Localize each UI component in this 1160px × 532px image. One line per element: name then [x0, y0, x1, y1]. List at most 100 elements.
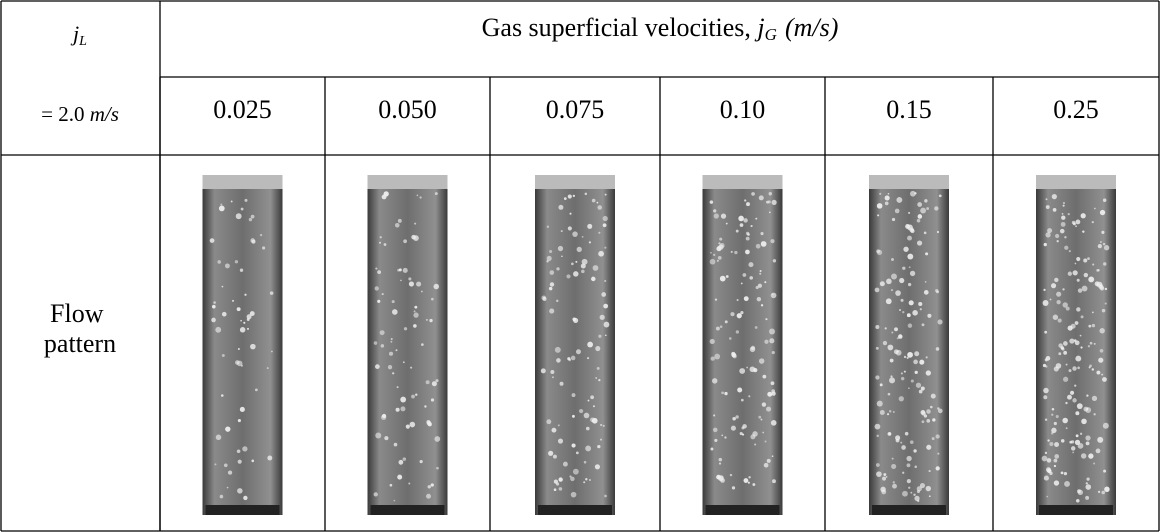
bubble: [875, 375, 879, 379]
bubble: [1082, 286, 1088, 292]
bubble: [395, 223, 400, 228]
bubble: [225, 263, 230, 268]
bubble: [902, 472, 904, 474]
bubble: [384, 436, 388, 440]
bubble: [917, 219, 921, 223]
bubble: [558, 438, 563, 443]
bubble: [397, 386, 399, 388]
tube-bottom: [706, 505, 780, 515]
bubble: [713, 209, 716, 212]
bubble: [250, 344, 256, 350]
bubble: [908, 283, 911, 286]
bubble: [414, 306, 417, 309]
tube-bottom: [371, 505, 445, 515]
bubble: [1082, 230, 1084, 232]
bubble: [603, 216, 608, 221]
bubble: [598, 251, 604, 257]
bubble: [568, 194, 572, 198]
bubble: [1062, 302, 1067, 307]
bubble: [255, 388, 258, 391]
bubble: [228, 470, 232, 474]
bubble: [410, 422, 416, 428]
bubble: [731, 251, 733, 253]
bubble: [910, 271, 915, 276]
bubble: [899, 278, 904, 283]
bubble: [907, 463, 911, 467]
bubble: [1063, 205, 1065, 207]
bubble: [1077, 367, 1080, 370]
bubble: [720, 276, 726, 282]
row-label-line: Flow: [50, 299, 104, 328]
bubble: [604, 495, 607, 498]
bubble: [571, 263, 574, 266]
bubble: [746, 202, 750, 206]
bubble: [1067, 395, 1072, 400]
bubble: [751, 192, 755, 196]
bubble: [243, 496, 247, 500]
bubble: [875, 288, 880, 293]
bubble: [760, 232, 763, 235]
bubble: [920, 483, 925, 488]
bubble: [714, 354, 720, 360]
velocity: 0.10: [720, 95, 766, 124]
bubble: [1081, 419, 1087, 425]
bubble: [432, 381, 437, 386]
bubble: [1096, 449, 1101, 454]
bubble: [227, 487, 229, 489]
bubble: [930, 406, 933, 409]
bubble: [714, 213, 719, 218]
bubble: [1047, 458, 1052, 463]
bubble: [906, 456, 911, 461]
bubble: [374, 341, 378, 345]
bubble: [1058, 318, 1062, 322]
bubble: [926, 486, 931, 491]
bubble: [1063, 341, 1068, 346]
bubble: [384, 243, 387, 246]
bubble: [761, 419, 763, 421]
bubble: [400, 280, 402, 282]
bubble: [1042, 456, 1048, 462]
bubble: [1081, 213, 1086, 218]
bubble: [214, 463, 216, 465]
bubble: [885, 202, 889, 206]
bubble: [917, 240, 922, 245]
bubble: [895, 209, 900, 214]
bubble: [731, 426, 736, 431]
bubble: [270, 291, 274, 295]
bubble: [1085, 496, 1089, 500]
bubble: [605, 194, 607, 196]
bubble: [570, 477, 574, 481]
tube-bottom: [1039, 505, 1113, 515]
bubble: [1071, 446, 1075, 450]
tube-bottom: [538, 505, 612, 515]
bubble: [549, 270, 554, 275]
bubble: [889, 410, 892, 413]
bubble: [771, 381, 775, 385]
bubble: [751, 346, 755, 350]
bubble: [924, 290, 929, 295]
bubble: [935, 289, 938, 292]
bubble: [1064, 236, 1066, 238]
bubble: [556, 358, 561, 363]
bubble: [389, 352, 393, 356]
bubble: [901, 372, 903, 374]
bubble: [413, 235, 419, 241]
bubble: [893, 411, 895, 413]
bubble: [597, 445, 600, 448]
velocity: 0.25: [1053, 95, 1099, 124]
bubble: [417, 195, 419, 197]
bubble: [766, 201, 769, 204]
bubble: [900, 442, 902, 444]
bubble: [552, 376, 554, 378]
bubble: [1056, 415, 1059, 418]
bubble: [742, 433, 744, 435]
bubble: [711, 356, 715, 360]
bubble: [877, 401, 883, 407]
bubble: [572, 393, 576, 397]
bubble: [240, 327, 245, 332]
bubble: [224, 463, 228, 467]
bubble: [899, 309, 901, 311]
bubble: [772, 293, 774, 295]
bubble: [1083, 259, 1087, 263]
bubble: [549, 250, 552, 253]
